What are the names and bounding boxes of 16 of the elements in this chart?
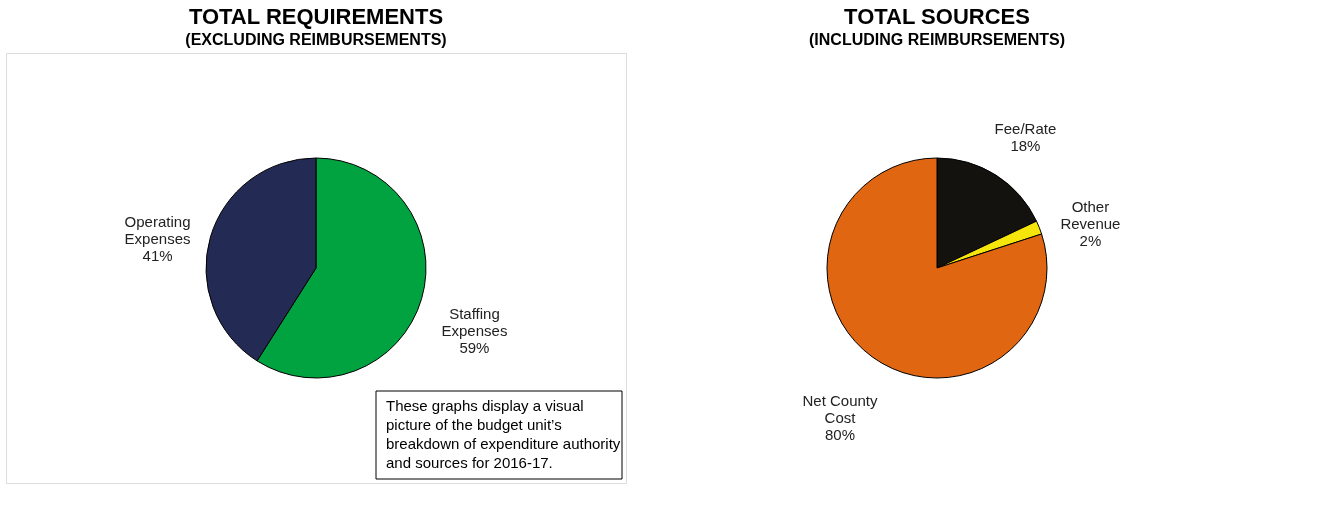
data-label: 59% — [459, 339, 490, 357]
slice-label: Staffing Expenses — [441, 305, 508, 340]
data-label: 41% — [142, 246, 173, 264]
slice-label: Fee/Rate — [994, 119, 1057, 137]
chart-subtitle: (EXCLUDING REIMBURSEMENTS) — [185, 31, 447, 48]
chart-subtitle: (INCLUDING REIMBURSEMENTS) — [809, 31, 1065, 48]
pie-slice — [826, 157, 1048, 379]
slice-label: Net County Cost — [802, 392, 879, 427]
text: These graphs display a visual picture of the budget unit’s breakdown of expenditure authority and sources for 2016-17. — [386, 397, 621, 471]
slice-label: Other Revenue — [1060, 198, 1121, 233]
data-label: 18% — [1010, 136, 1041, 154]
chart-title: TOTAL REQUIREMENTS — [188, 4, 444, 29]
data-label: 2% — [1079, 232, 1102, 250]
slice-label: Operating Expenses — [124, 212, 191, 247]
chart-title: TOTAL SOURCES — [844, 4, 1030, 29]
data-label: 80% — [825, 426, 856, 444]
